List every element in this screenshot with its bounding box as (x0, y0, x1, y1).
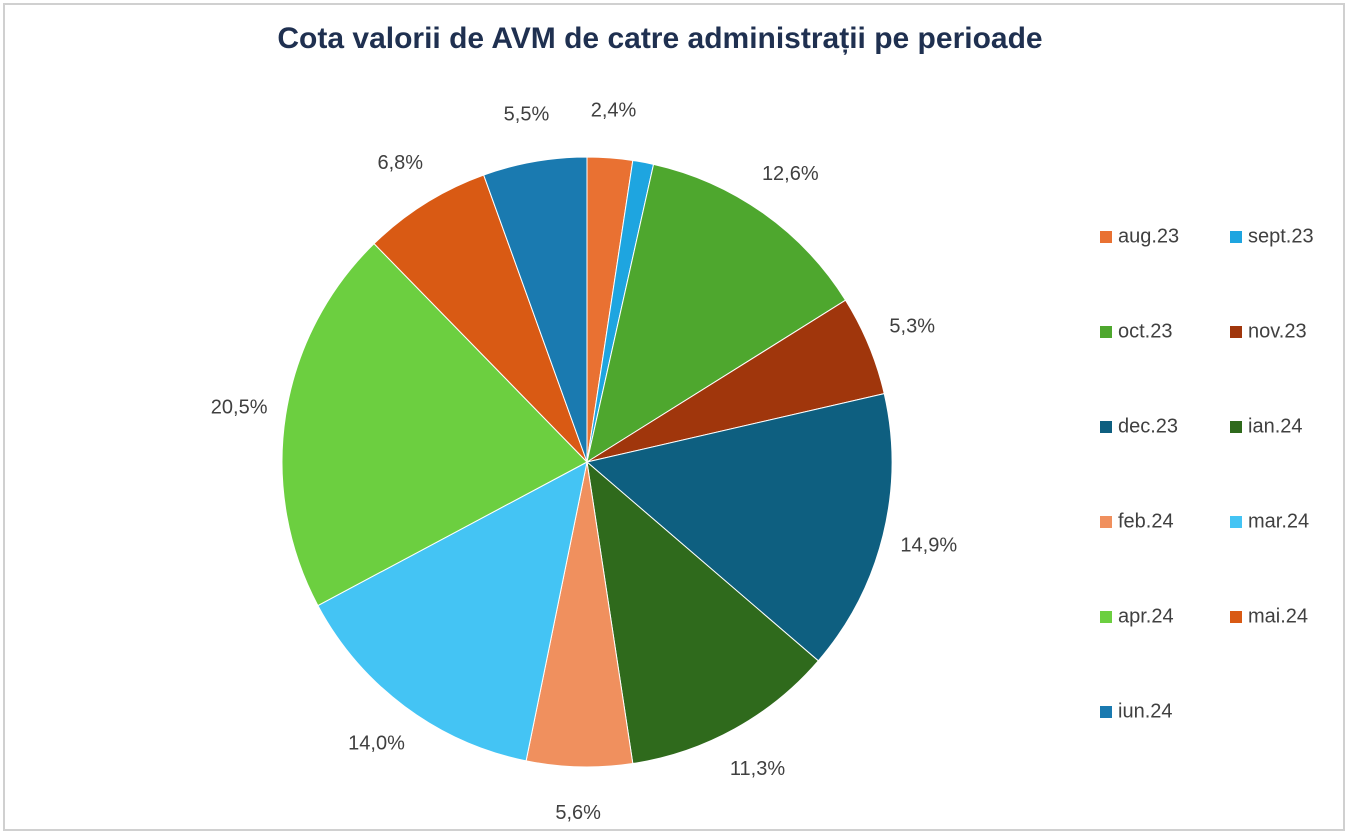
pie-slice (373, 174, 588, 463)
legend-label: mai.24 (1248, 605, 1308, 627)
legend-swatch (1230, 231, 1242, 243)
data-label: 14,9% (900, 535, 957, 557)
pie-slice (585, 392, 893, 662)
data-label: 12,6% (762, 163, 819, 185)
legend-label: mar.24 (1248, 510, 1309, 532)
data-label: 5,3% (889, 316, 935, 338)
pie-slice (586, 163, 847, 464)
legend-label: apr.24 (1118, 605, 1174, 627)
data-label: 5,6% (555, 802, 601, 824)
legend-swatch (1100, 421, 1112, 433)
legend-swatch (1230, 516, 1242, 528)
legend-label: feb.24 (1118, 510, 1174, 532)
legend-label: oct.23 (1118, 320, 1172, 342)
legend-swatch (1230, 611, 1242, 623)
pie-slice (483, 156, 588, 463)
legend-swatch (1100, 231, 1112, 243)
data-label: 5,5% (504, 104, 550, 126)
legend-swatch (1100, 326, 1112, 338)
legend-swatch (1100, 611, 1112, 623)
chart-title: Cota valorii de AVM de catre administraț… (277, 22, 1042, 55)
legend-label: dec.23 (1118, 415, 1178, 437)
legend-swatch (1100, 516, 1112, 528)
legend-label: aug.23 (1118, 225, 1179, 247)
data-label: 11,3% (730, 758, 785, 780)
legend-label: sept.23 (1248, 225, 1314, 247)
legend-label: iun.24 (1118, 700, 1173, 722)
pie-slice (281, 242, 588, 607)
pie-slice (586, 460, 820, 765)
legend-label: nov.23 (1248, 320, 1307, 342)
legend-label: ian.24 (1248, 415, 1303, 437)
data-label: 2,4% (591, 99, 637, 121)
legend-swatch (1100, 706, 1112, 718)
pie-slice (317, 461, 588, 762)
legend-swatch (1230, 326, 1242, 338)
legend-swatch (1230, 421, 1242, 433)
data-label: 20,5% (211, 396, 268, 418)
data-label: 14,0% (348, 732, 405, 754)
data-label: 6,8% (377, 152, 423, 174)
